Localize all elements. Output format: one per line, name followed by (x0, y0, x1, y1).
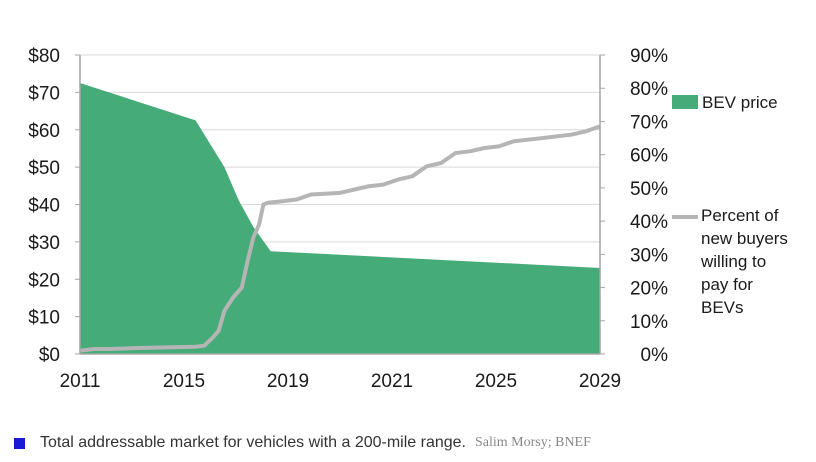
left-tick-label: $0 (39, 345, 60, 366)
right-tick-label: 70% (630, 112, 668, 133)
caption-text: Total addressable market for vehicles wi… (40, 434, 466, 451)
right-tick-label: 90% (630, 46, 668, 67)
right-tick-label: 40% (630, 212, 668, 233)
x-tick-label: 2025 (475, 371, 517, 392)
right-tick-label: 80% (630, 79, 668, 100)
left-tick-label: $40 (28, 196, 60, 217)
buyers-percent-line (79, 124, 601, 353)
left-tick-label: $50 (28, 158, 60, 179)
legend-swatch-bev-price (672, 95, 698, 109)
caption-credit: Salim Morsy; BNEF (474, 435, 591, 450)
legend: BEV price Percent of new buyers willing to p… (672, 93, 788, 317)
left-tick-label: $30 (28, 233, 60, 254)
left-tick-label: $70 (28, 83, 60, 104)
right-tick-label: 10% (630, 312, 668, 333)
chart: $0 $10 $20 $30 $40 $50 $60 $70 $80 0% 10% 20% 30% 40%… (28, 46, 788, 392)
x-tick-label: 2019 (267, 371, 309, 392)
left-tick-label: $60 (28, 121, 60, 142)
right-tick-label: 50% (630, 179, 668, 200)
left-tick-label: $80 (28, 46, 60, 67)
axes (75, 54, 605, 355)
left-tick-label: $20 (28, 270, 60, 291)
right-tick-label: 20% (630, 279, 668, 300)
x-tick-label: 2021 (371, 371, 413, 392)
tick-labels: $0 $10 $20 $30 $40 $50 $60 $70 $80 0% 10% 20% 30% 40%… (28, 46, 668, 392)
caption-square-icon (14, 437, 25, 449)
legend-label-bev-price: BEV price (702, 93, 778, 112)
left-tick-label: $10 (28, 308, 60, 329)
caption: Total addressable market for vehicles wi… (14, 432, 591, 454)
x-tick-label: 2015 (163, 371, 205, 392)
right-tick-label: 30% (630, 245, 668, 266)
bev-price-area (80, 83, 600, 354)
x-tick-label: 2011 (60, 371, 101, 392)
x-tick-label: 2029 (579, 371, 621, 392)
right-tick-label: 60% (630, 146, 668, 167)
legend-label-percent: Percent of new buyers willing to pay for BEV… (700, 206, 788, 317)
right-tick-label: 0% (641, 345, 669, 366)
